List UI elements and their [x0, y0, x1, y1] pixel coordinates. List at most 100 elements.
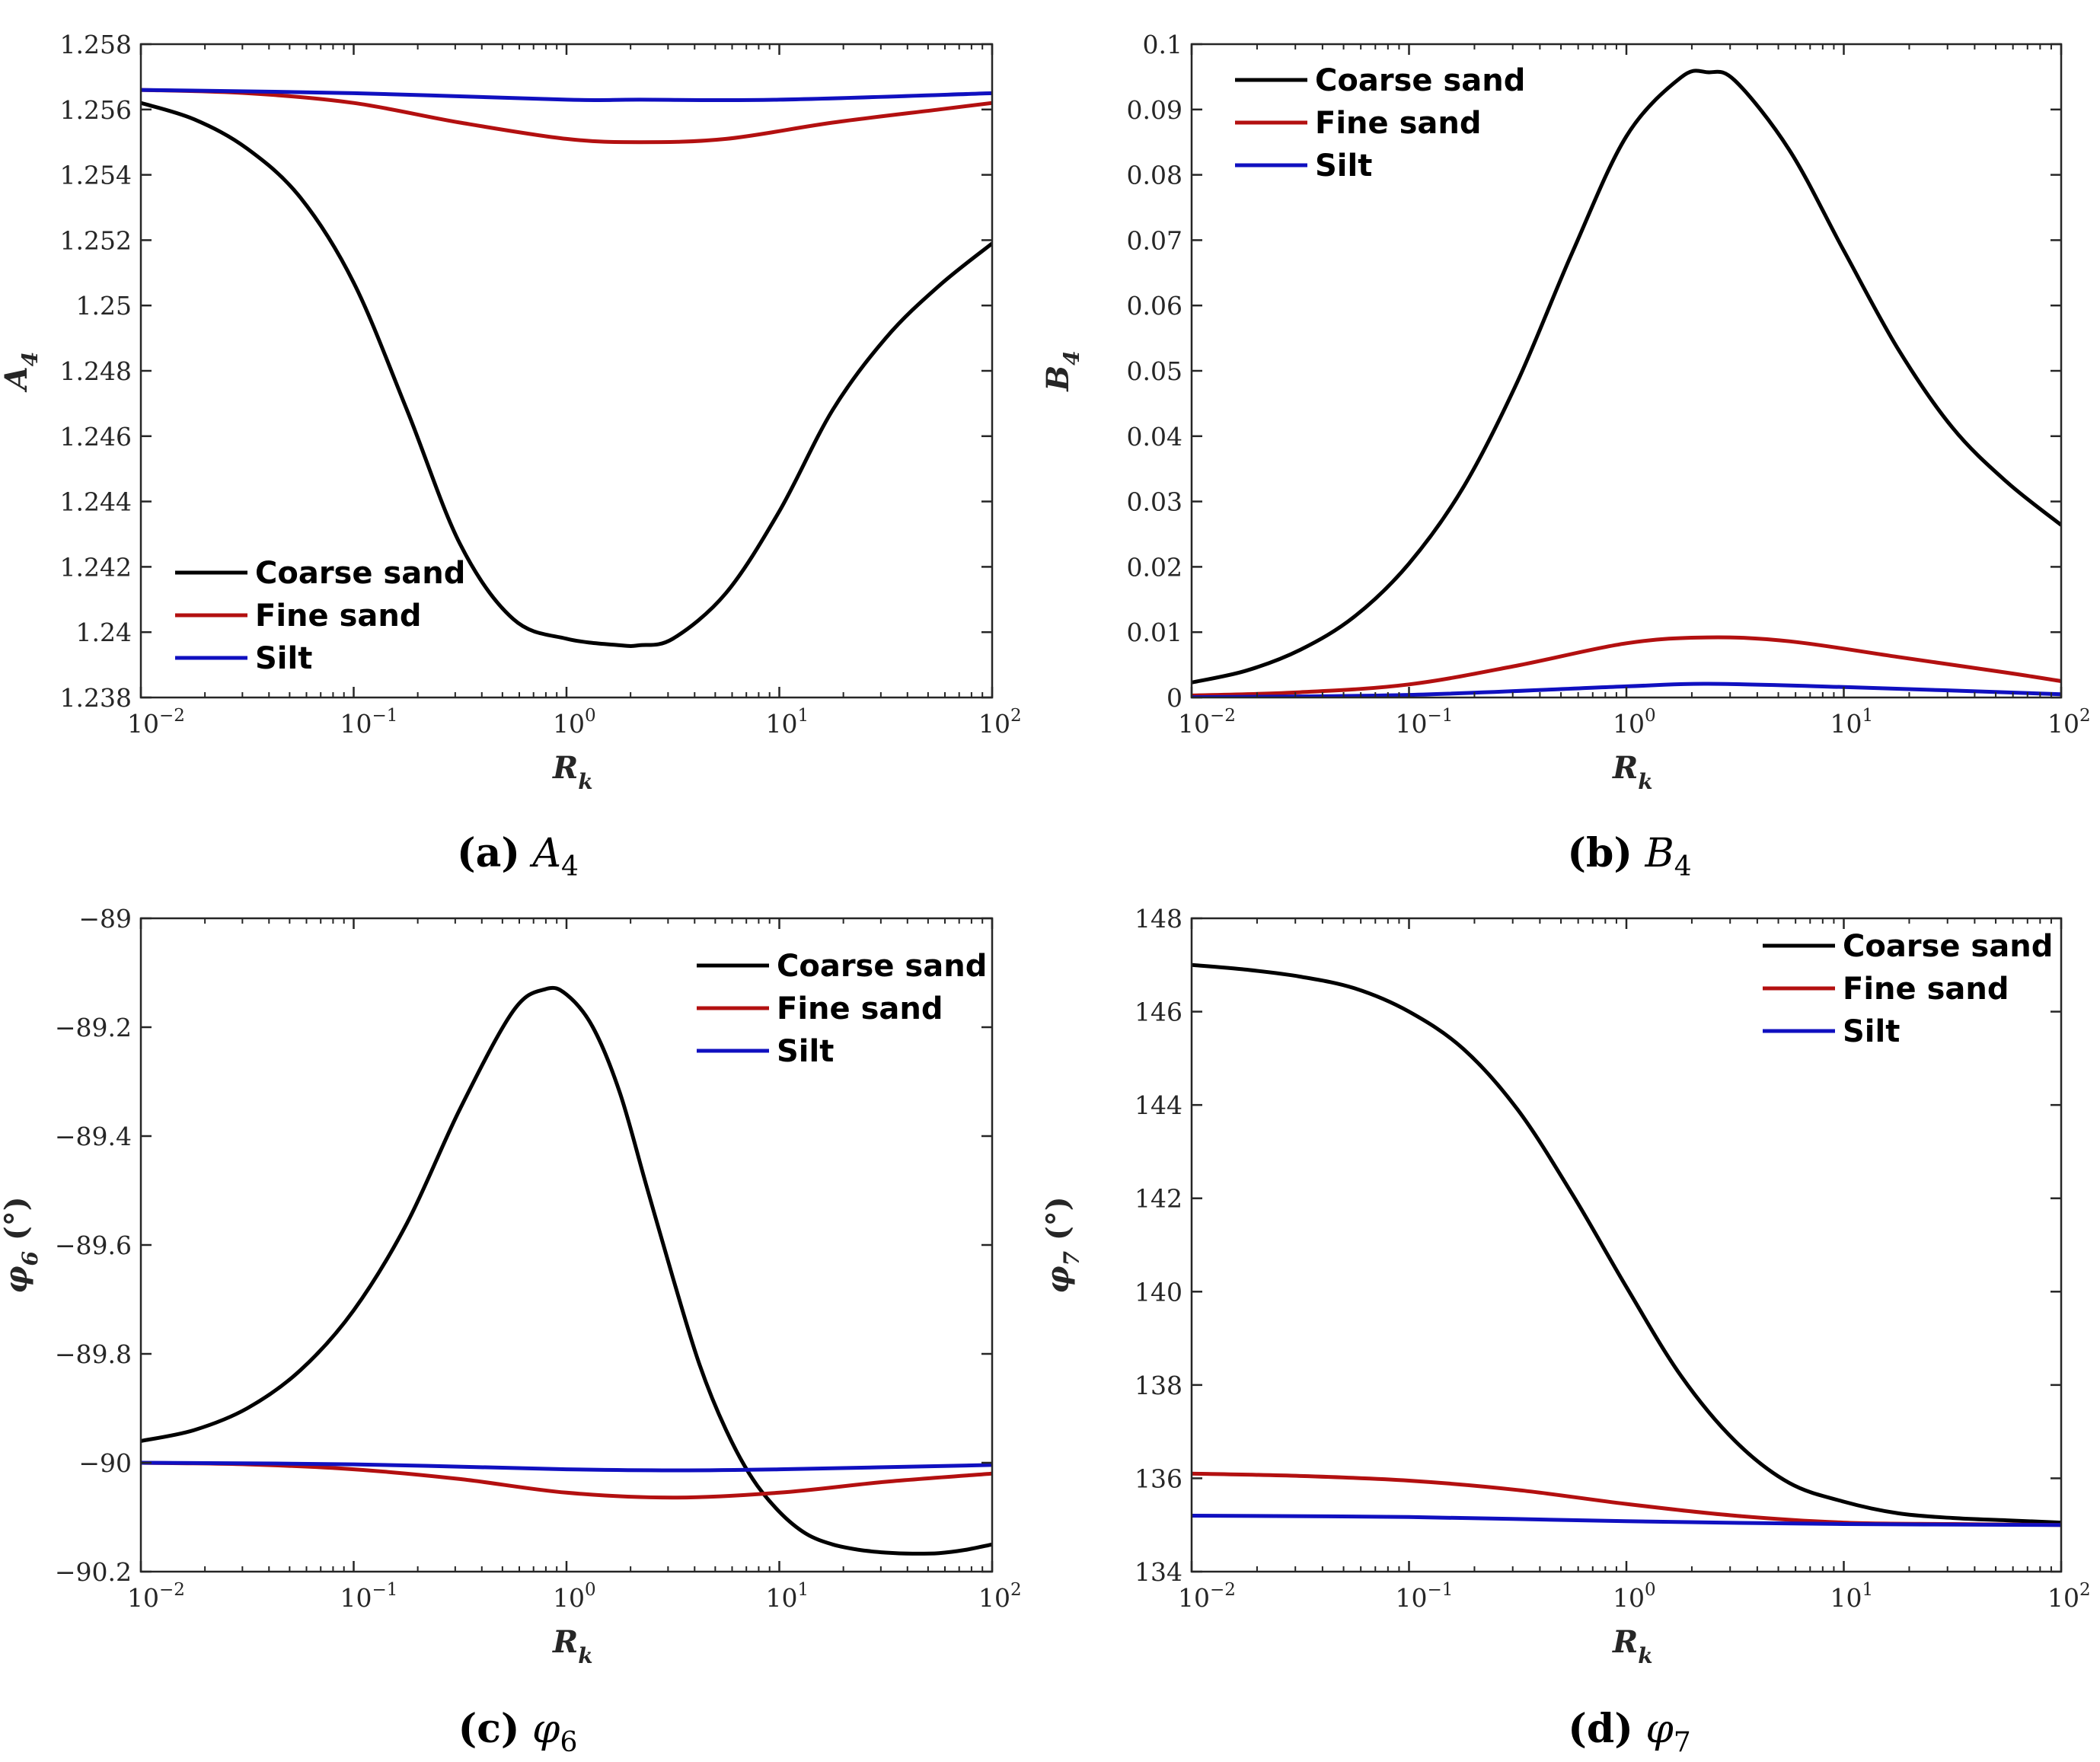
y-tick-label: 1.252 — [60, 225, 132, 255]
x-tick-label: 102 — [2047, 1580, 2091, 1613]
x-axis-label-subscript: k — [1638, 769, 1652, 794]
y-tick-label: 0.02 — [1127, 552, 1182, 582]
x-tick-exponent: 0 — [585, 1580, 596, 1600]
x-axis-label-main: R — [552, 750, 578, 786]
y-tick-label: 1.256 — [60, 95, 132, 125]
panel-b: 10−2 10−1 100 101 10200.010.020.030.040.050.… — [1040, 30, 2091, 883]
x-tick-base: 10 — [766, 709, 798, 739]
y-axis-label-subscript: 6 — [18, 1251, 43, 1266]
legend-label: Coarse sand — [1843, 929, 2053, 964]
x-tick-base: 10 — [340, 1583, 372, 1613]
y-tick-label: 148 — [1135, 904, 1182, 934]
x-tick-label: 100 — [553, 1580, 596, 1613]
caption-letter: (c) — [458, 1706, 520, 1752]
x-tick-exponent: 0 — [1645, 1580, 1656, 1600]
legend-label: Fine sand — [777, 991, 943, 1026]
x-tick-base: 10 — [2047, 1583, 2079, 1613]
caption-subscript: 4 — [1674, 851, 1692, 883]
y-tick-label: 0.07 — [1127, 225, 1182, 255]
series-line-coarse — [1192, 962, 2061, 1525]
series-line-silt — [141, 1460, 992, 1473]
x-tick-base: 10 — [1178, 1583, 1210, 1613]
series-line-fine — [1192, 635, 2061, 697]
x-tick-label: 10−2 — [127, 706, 185, 739]
y-tick-label: 1.238 — [60, 683, 132, 713]
x-tick-label: 100 — [1613, 1580, 1656, 1613]
y-tick-label: 134 — [1135, 1557, 1182, 1587]
x-axis-label: Rk — [1612, 750, 1653, 794]
axes-box — [1190, 917, 2063, 1573]
x-tick-label: 101 — [1830, 1580, 1874, 1613]
x-tick-label: 10−2 — [1178, 706, 1236, 739]
x-tick-exponent: −1 — [1428, 1580, 1454, 1600]
x-axis-label-main: R — [1612, 750, 1638, 786]
y-tick-label: −89.6 — [55, 1231, 132, 1260]
caption-letter: (a) — [457, 830, 520, 876]
legend-label: Coarse sand — [1315, 63, 1525, 98]
y-tick-label: 0.03 — [1127, 487, 1182, 517]
series-line-fine — [141, 88, 992, 145]
y-axis-label-subscript: 4 — [18, 352, 43, 366]
x-tick-exponent: 2 — [1010, 1580, 1022, 1600]
legend-label: Silt — [1843, 1014, 1900, 1049]
y-axis-label: φ7 (°) — [1040, 1196, 1084, 1293]
x-tick-base: 10 — [1613, 709, 1645, 739]
x-tick-base: 10 — [553, 709, 585, 739]
x-tick-base: 10 — [766, 1583, 798, 1613]
axes-box — [1190, 43, 2063, 699]
x-tick-exponent: 1 — [798, 706, 809, 726]
legend-label: Silt — [255, 641, 312, 676]
x-axis-label: Rk — [552, 1624, 593, 1668]
y-tick-label: 1.24 — [76, 618, 132, 647]
x-axis-label: Rk — [552, 750, 593, 794]
caption-letter: (b) — [1567, 830, 1632, 876]
caption-symbol: φ — [1633, 1706, 1674, 1752]
y-tick-label: 138 — [1135, 1371, 1182, 1400]
x-tick-base: 10 — [978, 709, 1010, 739]
y-tick-label: 1.254 — [60, 161, 132, 190]
x-tick-label: 10−1 — [340, 1580, 398, 1613]
x-tick-exponent: 2 — [1010, 706, 1022, 726]
x-tick-base: 10 — [127, 709, 159, 739]
panel-a: 10−2 10−1 100 101 1021.2381.241.2421.2441.24… — [0, 30, 1022, 883]
caption-letter: (d) — [1568, 1706, 1633, 1752]
series-line-silt — [141, 88, 992, 103]
panel-d: 10−2 10−1 100 101 10213413613814014214414614… — [1040, 904, 2091, 1758]
x-tick-base: 10 — [1178, 709, 1210, 739]
y-tick-label: −90.2 — [55, 1557, 132, 1587]
y-tick-label: 0.1 — [1143, 30, 1182, 59]
panel-c: 10−2 10−1 100 101 102−90.2−90−89.8−89.6−89.4… — [0, 904, 1022, 1758]
x-tick-label: 10−2 — [127, 1580, 185, 1613]
x-tick-base: 10 — [1396, 709, 1428, 739]
y-tick-label: −89.2 — [55, 1013, 132, 1042]
y-tick-label: 136 — [1135, 1464, 1182, 1493]
series-line-silt — [1192, 1514, 2061, 1527]
y-axis-label-main: B — [1040, 365, 1076, 392]
caption-symbol: A — [520, 831, 561, 876]
x-axis-label-main: R — [552, 1624, 578, 1660]
y-tick-label: 1.242 — [60, 552, 132, 582]
y-tick-label: 1.25 — [76, 291, 132, 321]
y-tick-label: 146 — [1135, 998, 1182, 1027]
y-axis-label-main: φ — [0, 1266, 34, 1294]
x-axis-label-subscript: k — [578, 769, 592, 794]
x-tick-label: 101 — [766, 706, 809, 739]
x-tick-exponent: 1 — [1862, 1580, 1874, 1600]
caption-symbol: B — [1632, 831, 1674, 876]
y-tick-label: 1.248 — [60, 356, 132, 386]
x-axis-label: Rk — [1612, 1624, 1653, 1668]
series-line-silt — [1192, 681, 2061, 697]
y-tick-label: −89.4 — [55, 1122, 132, 1151]
x-tick-exponent: −2 — [1210, 1580, 1236, 1600]
x-tick-label: 100 — [553, 706, 596, 739]
y-tick-label: 1.244 — [60, 487, 132, 517]
x-tick-base: 10 — [1830, 709, 1862, 739]
legend-label: Silt — [1315, 148, 1372, 184]
y-axis-label: φ6 (°) — [0, 1196, 43, 1293]
y-axis-label-unit: (°) — [0, 1196, 34, 1251]
panel-caption: (d) φ7 — [1568, 1706, 1690, 1758]
x-axis-label-subscript: k — [578, 1643, 592, 1668]
series-line-coarse — [141, 101, 992, 648]
series-group — [1192, 962, 2061, 1527]
